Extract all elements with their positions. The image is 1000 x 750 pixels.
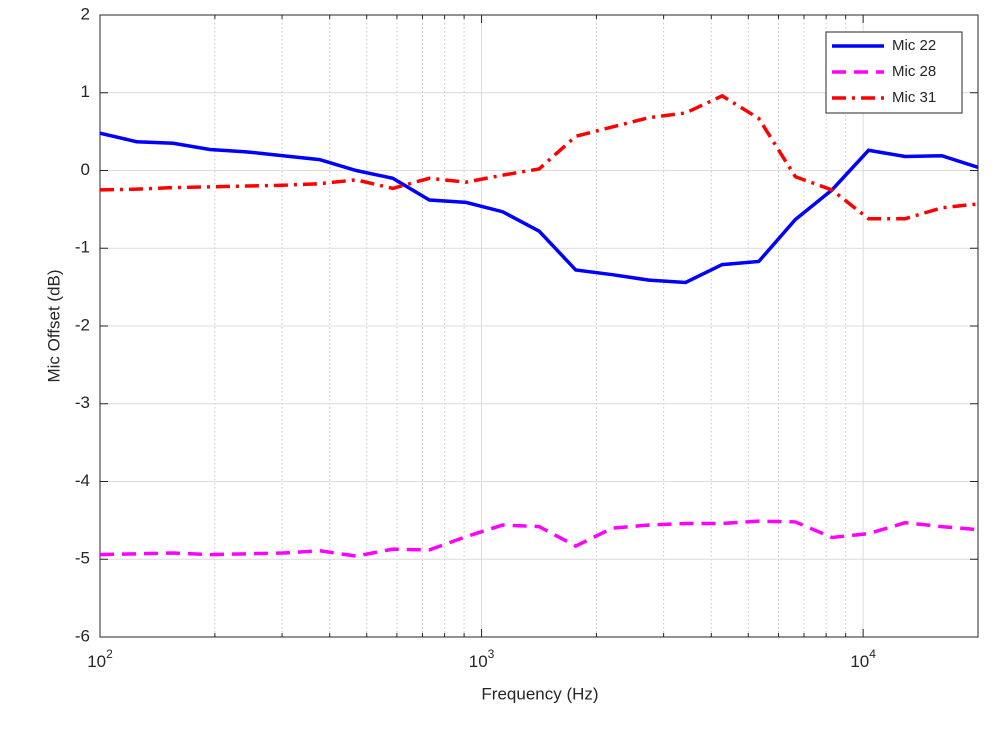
legend-label: Mic 28 bbox=[892, 63, 936, 80]
y-tick-label: -2 bbox=[75, 315, 90, 334]
y-tick-label: 0 bbox=[81, 160, 90, 179]
y-tick-label: -4 bbox=[75, 471, 90, 490]
x-tick-label: 104 bbox=[850, 647, 876, 671]
y-tick-label: -3 bbox=[75, 393, 90, 412]
y-tick-label: -5 bbox=[75, 549, 90, 568]
y-tick-label: 1 bbox=[81, 82, 90, 101]
series-line bbox=[100, 93, 978, 221]
y-tick-label: 2 bbox=[81, 4, 90, 23]
legend-label: Mic 22 bbox=[892, 37, 936, 54]
series-line bbox=[100, 131, 978, 285]
legend-label: Mic 31 bbox=[892, 89, 936, 106]
x-tick-label: 103 bbox=[469, 647, 495, 671]
plot-frame bbox=[99, 14, 979, 638]
y-tick-label: -1 bbox=[75, 238, 90, 257]
series-line bbox=[100, 519, 978, 558]
y-axis-label: Mic Offset (dB) bbox=[44, 269, 63, 382]
y-tick-label: -6 bbox=[75, 626, 90, 645]
x-axis-label: Frequency (Hz) bbox=[481, 684, 598, 703]
x-tick-label: 102 bbox=[87, 647, 113, 671]
